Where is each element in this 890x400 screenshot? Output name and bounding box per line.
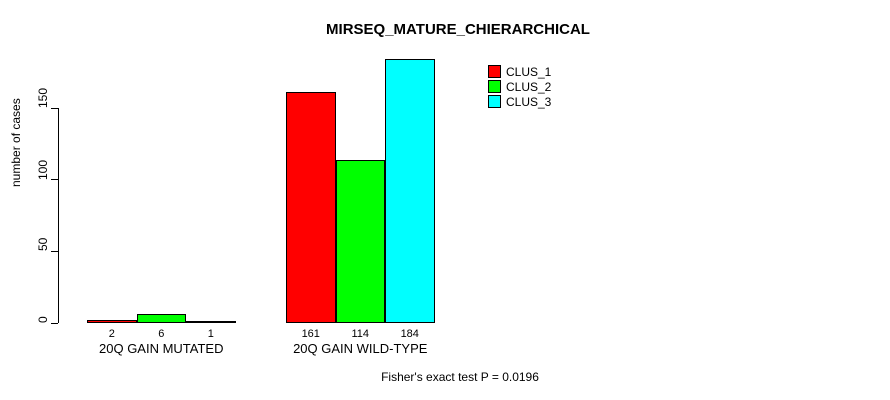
y-axis-line [58,108,59,323]
legend-swatch-clus-2 [488,80,501,93]
chart-title: MIRSEQ_MATURE_CHIERARCHICAL [326,21,590,38]
bar-clus-3 [385,59,435,323]
bar-value-label: 161 [301,328,320,340]
bar-value-label: 184 [400,328,419,340]
bar-clus-2 [136,314,186,323]
bar-value-label: 1 [207,328,214,340]
y-tick [51,107,58,109]
y-tick [51,250,58,252]
legend-label-clus-2: CLUS_2 [506,79,552,94]
x-category-label: 20Q GAIN MUTATED [99,341,224,356]
annotation-text: Fisher's exact test P = 0.0196 [381,370,539,384]
bar-clus-3 [186,321,236,323]
legend-swatch-clus-1 [488,65,501,78]
bar-value-label: 2 [108,328,115,340]
y-tick [51,179,58,181]
bar-clus-1 [87,320,137,323]
x-category-label: 20Q GAIN WILD-TYPE [293,341,428,356]
bar-clus-2 [335,159,385,323]
legend-item-clus-3: CLUS_3 [488,94,551,109]
legend-label-clus-3: CLUS_3 [506,94,552,109]
legend-item-clus-1: CLUS_1 [488,64,551,79]
y-tick [51,322,58,324]
legend-label-clus-1: CLUS_1 [506,64,552,79]
bar-clus-1 [286,92,336,323]
legend-item-clus-2: CLUS_2 [488,79,551,94]
legend: CLUS_1 CLUS_2 CLUS_3 [488,64,551,109]
legend-swatch-clus-3 [488,95,501,108]
bar-value-label: 6 [158,328,165,340]
bar-value-label: 114 [351,328,370,340]
